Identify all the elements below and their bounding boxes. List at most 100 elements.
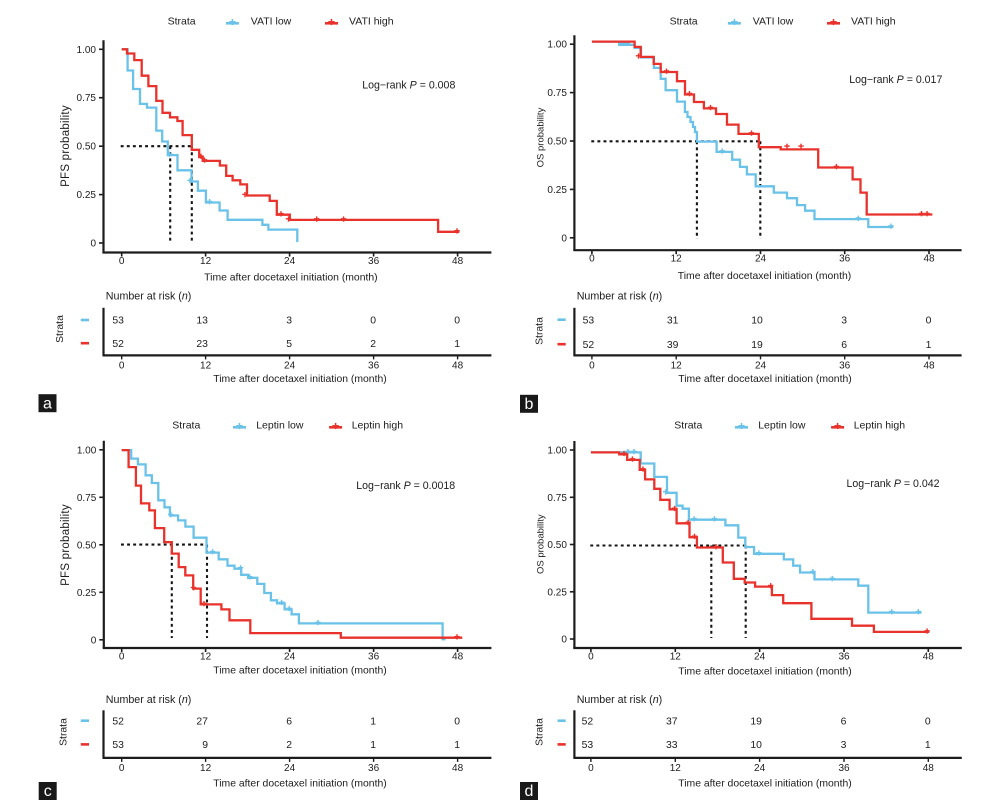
svg-text:Number at risk (n): Number at risk (n) (577, 291, 663, 303)
svg-text:24: 24 (284, 763, 296, 774)
svg-text:48: 48 (452, 256, 464, 267)
svg-text:0.25: 0.25 (77, 190, 97, 201)
svg-text:Strata: Strata (59, 718, 70, 746)
svg-text:53: 53 (112, 316, 124, 327)
svg-text:1.00: 1.00 (77, 45, 97, 56)
svg-text:0: 0 (561, 635, 567, 646)
svg-text:36: 36 (368, 651, 380, 662)
svg-text:52: 52 (582, 716, 594, 727)
svg-text:1: 1 (370, 716, 376, 727)
svg-text:0: 0 (90, 239, 96, 250)
svg-text:Log−rank P = 0.017: Log−rank P = 0.017 (849, 74, 942, 86)
svg-text:3: 3 (841, 740, 847, 751)
svg-text:48: 48 (452, 651, 464, 662)
svg-text:0.25: 0.25 (547, 185, 567, 196)
svg-text:0: 0 (119, 651, 125, 662)
svg-text:0.75: 0.75 (547, 493, 567, 504)
svg-text:0.50: 0.50 (547, 137, 567, 148)
svg-text:0: 0 (926, 315, 932, 326)
svg-text:36: 36 (838, 651, 850, 662)
svg-text:48: 48 (923, 254, 935, 265)
svg-text:Log−rank P = 0.0018: Log−rank P = 0.0018 (356, 480, 455, 492)
svg-text:19: 19 (750, 716, 762, 727)
svg-text:33: 33 (666, 740, 678, 751)
svg-text:0: 0 (370, 316, 376, 327)
svg-text:Number at risk (n): Number at risk (n) (106, 694, 192, 706)
svg-text:Time after docetaxel initiatio: Time after docetaxel initiation (month) (678, 271, 851, 282)
svg-text:0: 0 (561, 233, 567, 244)
svg-text:Leptin high: Leptin high (854, 420, 906, 432)
svg-text:53: 53 (582, 740, 594, 751)
svg-text:0: 0 (119, 256, 125, 267)
svg-text:VATI high: VATI high (851, 16, 896, 28)
svg-text:a: a (43, 395, 52, 412)
svg-text:19: 19 (751, 340, 763, 351)
svg-text:Time after docetaxel initiati: Time after docetaxel initiation (month) (678, 667, 851, 678)
svg-text:1: 1 (925, 740, 931, 751)
svg-text:Time after docetaxel initiatio: Time after docetaxel initiation (month) (678, 374, 851, 385)
svg-text:1: 1 (454, 339, 460, 350)
svg-text:23: 23 (196, 339, 208, 350)
svg-text:0.75: 0.75 (77, 493, 97, 504)
svg-text:27: 27 (196, 716, 208, 727)
svg-text:0.75: 0.75 (547, 88, 567, 99)
svg-text:12: 12 (200, 256, 212, 267)
svg-text:Time after docetaxel initiatio: Time after docetaxel initiation (month) (213, 666, 386, 677)
svg-text:36: 36 (838, 763, 850, 774)
svg-text:Log−rank P = 0.008: Log−rank P = 0.008 (362, 80, 455, 92)
svg-text:Number at risk (n): Number at risk (n) (577, 694, 663, 706)
svg-text:1.00: 1.00 (547, 446, 567, 457)
svg-text:2: 2 (370, 339, 376, 350)
svg-text:Strata: Strata (535, 317, 546, 345)
svg-text:1.00: 1.00 (77, 445, 97, 456)
svg-text:24: 24 (284, 651, 296, 662)
svg-text:10: 10 (751, 315, 763, 326)
svg-text:24: 24 (755, 254, 767, 265)
svg-text:1.00: 1.00 (547, 40, 567, 51)
svg-text:c: c (44, 783, 52, 800)
svg-text:Time after docetaxel initiatio: Time after docetaxel initiation (month) (678, 779, 851, 790)
svg-text:Strata: Strata (168, 16, 196, 28)
svg-text:36: 36 (839, 361, 851, 372)
svg-text:12: 12 (200, 361, 212, 372)
svg-text:31: 31 (667, 315, 679, 326)
svg-text:37: 37 (666, 716, 678, 727)
svg-text:24: 24 (755, 361, 767, 372)
svg-text:10: 10 (750, 740, 762, 751)
svg-text:12: 12 (670, 763, 682, 774)
svg-text:2: 2 (286, 740, 292, 751)
svg-text:12: 12 (671, 254, 683, 265)
svg-text:48: 48 (452, 361, 464, 372)
svg-text:12: 12 (670, 651, 682, 662)
svg-text:36: 36 (368, 256, 380, 267)
svg-text:0: 0 (588, 651, 594, 662)
svg-text:13: 13 (196, 316, 208, 327)
svg-text:24: 24 (754, 763, 766, 774)
svg-text:0.25: 0.25 (77, 588, 97, 599)
svg-text:6: 6 (286, 716, 292, 727)
svg-text:3: 3 (286, 316, 292, 327)
svg-text:Strata: Strata (674, 420, 702, 432)
svg-text:24: 24 (284, 361, 296, 372)
svg-text:48: 48 (923, 361, 935, 372)
svg-text:39: 39 (667, 340, 679, 351)
svg-text:53: 53 (112, 740, 124, 751)
svg-text:9: 9 (202, 740, 208, 751)
svg-text:0: 0 (925, 716, 931, 727)
svg-text:0: 0 (454, 316, 460, 327)
svg-text:Strata: Strata (670, 16, 698, 28)
svg-text:0.75: 0.75 (77, 93, 97, 104)
svg-text:0.25: 0.25 (547, 587, 567, 598)
svg-text:48: 48 (923, 651, 935, 662)
svg-text:Leptin high: Leptin high (352, 420, 404, 432)
svg-text:PFS probability: PFS probability (60, 105, 72, 187)
svg-text:Strata: Strata (535, 718, 546, 746)
svg-text:0.50: 0.50 (77, 142, 97, 153)
svg-text:0: 0 (91, 635, 97, 646)
svg-text:12: 12 (200, 651, 212, 662)
svg-text:OS probability: OS probability (536, 107, 547, 167)
svg-text:OS probability: OS probability (536, 514, 547, 574)
svg-text:52: 52 (583, 340, 595, 351)
svg-text:Leptin low: Leptin low (758, 420, 806, 432)
svg-text:Strata: Strata (55, 315, 66, 343)
